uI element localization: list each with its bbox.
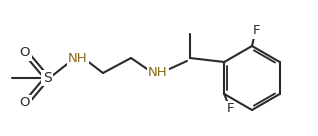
Text: S: S bbox=[43, 71, 52, 85]
Text: F: F bbox=[226, 103, 234, 115]
Text: NH: NH bbox=[148, 67, 168, 80]
Text: F: F bbox=[252, 24, 260, 38]
Text: O: O bbox=[20, 47, 30, 60]
Text: NH: NH bbox=[68, 52, 88, 64]
Text: O: O bbox=[20, 97, 30, 109]
